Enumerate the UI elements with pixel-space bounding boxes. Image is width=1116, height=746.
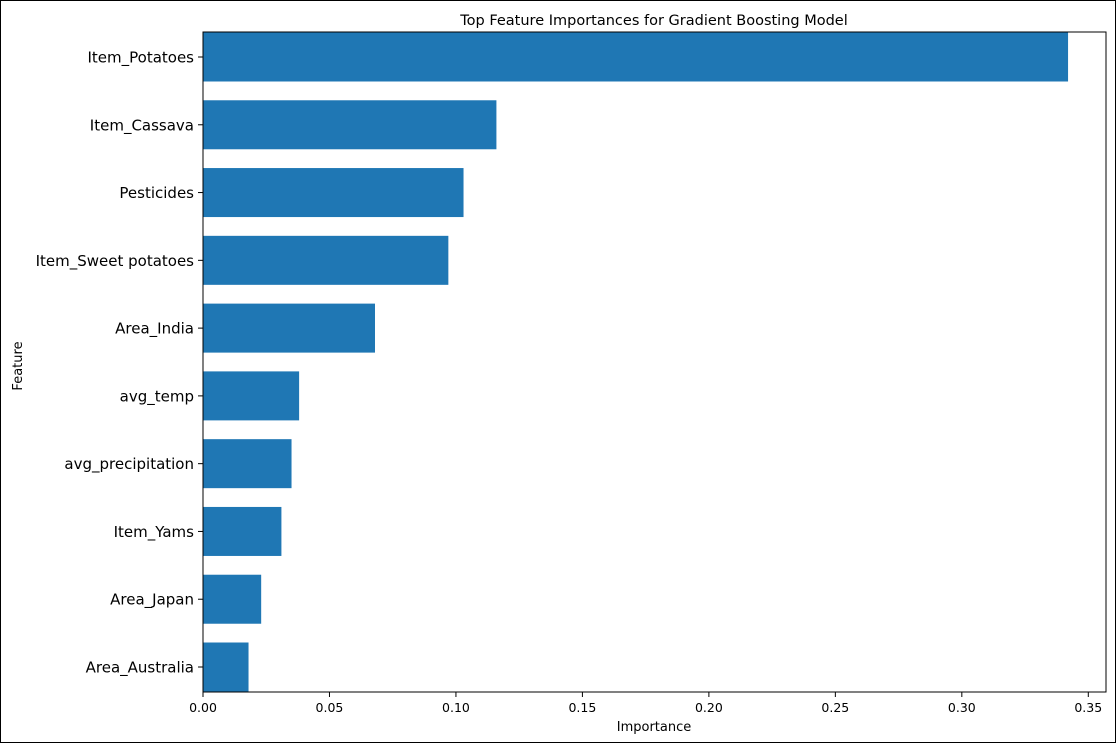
y-axis-ticks: Item_Potatoes Item_Cassava Pesticides Item_… xyxy=(36,49,203,678)
bars-group xyxy=(203,32,1069,692)
y-tick-label: Area_India xyxy=(115,320,194,339)
bar-item-potatoes xyxy=(203,32,1069,82)
y-tick-label: Item_Sweet potatoes xyxy=(36,252,195,271)
bar-avg-precipitation xyxy=(203,439,292,489)
y-tick-label: Area_Australia xyxy=(86,659,194,678)
y-tick-label: Pesticides xyxy=(119,184,194,202)
y-tick-label: Area_Japan xyxy=(110,591,194,610)
y-tick-label: avg_precipitation xyxy=(64,455,194,474)
x-tick-label: 0.10 xyxy=(442,700,470,715)
x-tick-label: 0.15 xyxy=(568,700,596,715)
x-tick-label: 0.30 xyxy=(948,700,976,715)
plot-area-frame xyxy=(202,31,1107,693)
bar-item-yams xyxy=(203,506,282,556)
bar-area-india xyxy=(203,303,375,353)
y-tick-label: Item_Potatoes xyxy=(87,49,194,68)
x-tick-label: 0.35 xyxy=(1074,700,1102,715)
bar-item-cassava xyxy=(203,100,497,150)
bar-pesticides xyxy=(203,168,464,218)
y-tick-label: Item_Yams xyxy=(114,523,195,542)
x-tick-label: 0.05 xyxy=(316,700,344,715)
x-tick-label: 0.20 xyxy=(695,700,723,715)
bar-item-sweet-potatoes xyxy=(203,235,449,285)
y-tick-label: Item_Cassava xyxy=(90,116,194,135)
x-tick-label: 0.00 xyxy=(189,700,217,715)
x-tick-label: 0.25 xyxy=(821,700,849,715)
y-axis-label: Feature xyxy=(11,341,26,390)
y-tick-label: avg_temp xyxy=(120,387,194,406)
x-axis-ticks: 0.00 0.05 0.10 0.15 0.20 0.25 0.30 0.35 xyxy=(189,692,1102,715)
chart-title: Top Feature Importances for Gradient Boo… xyxy=(459,13,848,29)
x-axis-label: Importance xyxy=(617,720,692,735)
bar-area-japan xyxy=(203,574,262,624)
bar-avg-temp xyxy=(203,371,300,421)
bar-area-australia xyxy=(203,642,249,692)
